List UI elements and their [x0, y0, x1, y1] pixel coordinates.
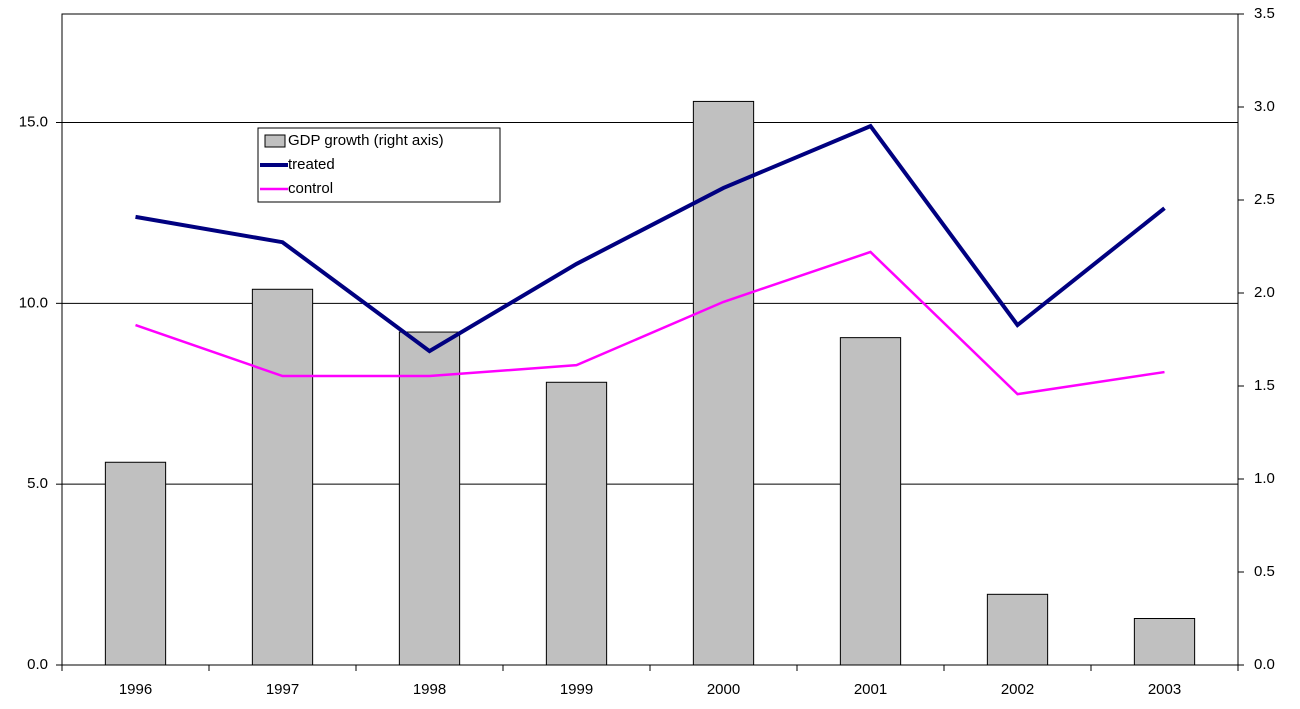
legend-label: GDP growth (right axis) [288, 132, 444, 149]
x-tick-label: 2002 [1001, 681, 1034, 698]
line [135, 123, 1166, 354]
legend-box [257, 127, 501, 203]
bar [251, 288, 314, 666]
y2-tick-label: 3.0 [1254, 98, 1275, 115]
legend-swatch [264, 134, 286, 148]
y2-tick-label: 2.0 [1254, 284, 1275, 301]
x-tick-label: 2001 [854, 681, 887, 698]
plot-border [61, 13, 1239, 666]
y-tick-label: 0.0 [27, 656, 48, 673]
bar [398, 331, 461, 666]
y-tick-label: 15.0 [19, 113, 48, 130]
bar [839, 337, 902, 666]
y2-tick-label: 3.5 [1254, 5, 1275, 22]
x-tick-label: 1997 [266, 681, 299, 698]
x-tick-label: 1998 [413, 681, 446, 698]
bar [1133, 618, 1196, 666]
y2-tick-label: 0.0 [1254, 656, 1275, 673]
bar [986, 593, 1049, 666]
x-tick-label: 2003 [1148, 681, 1181, 698]
y2-tick-label: 1.5 [1254, 377, 1275, 394]
x-tick-label: 1996 [119, 681, 152, 698]
line [135, 250, 1165, 396]
y2-tick-label: 0.5 [1254, 563, 1275, 580]
legend-label: treated [288, 156, 335, 173]
y2-tick-label: 2.5 [1254, 191, 1275, 208]
y2-tick-label: 1.0 [1254, 470, 1275, 487]
bar [545, 381, 608, 666]
bar [692, 100, 755, 666]
x-tick-label: 1999 [560, 681, 593, 698]
bar [104, 461, 167, 666]
legend-label: control [288, 180, 333, 197]
x-tick-label: 2000 [707, 681, 740, 698]
y-tick-label: 5.0 [27, 475, 48, 492]
y-tick-label: 10.0 [19, 294, 48, 311]
